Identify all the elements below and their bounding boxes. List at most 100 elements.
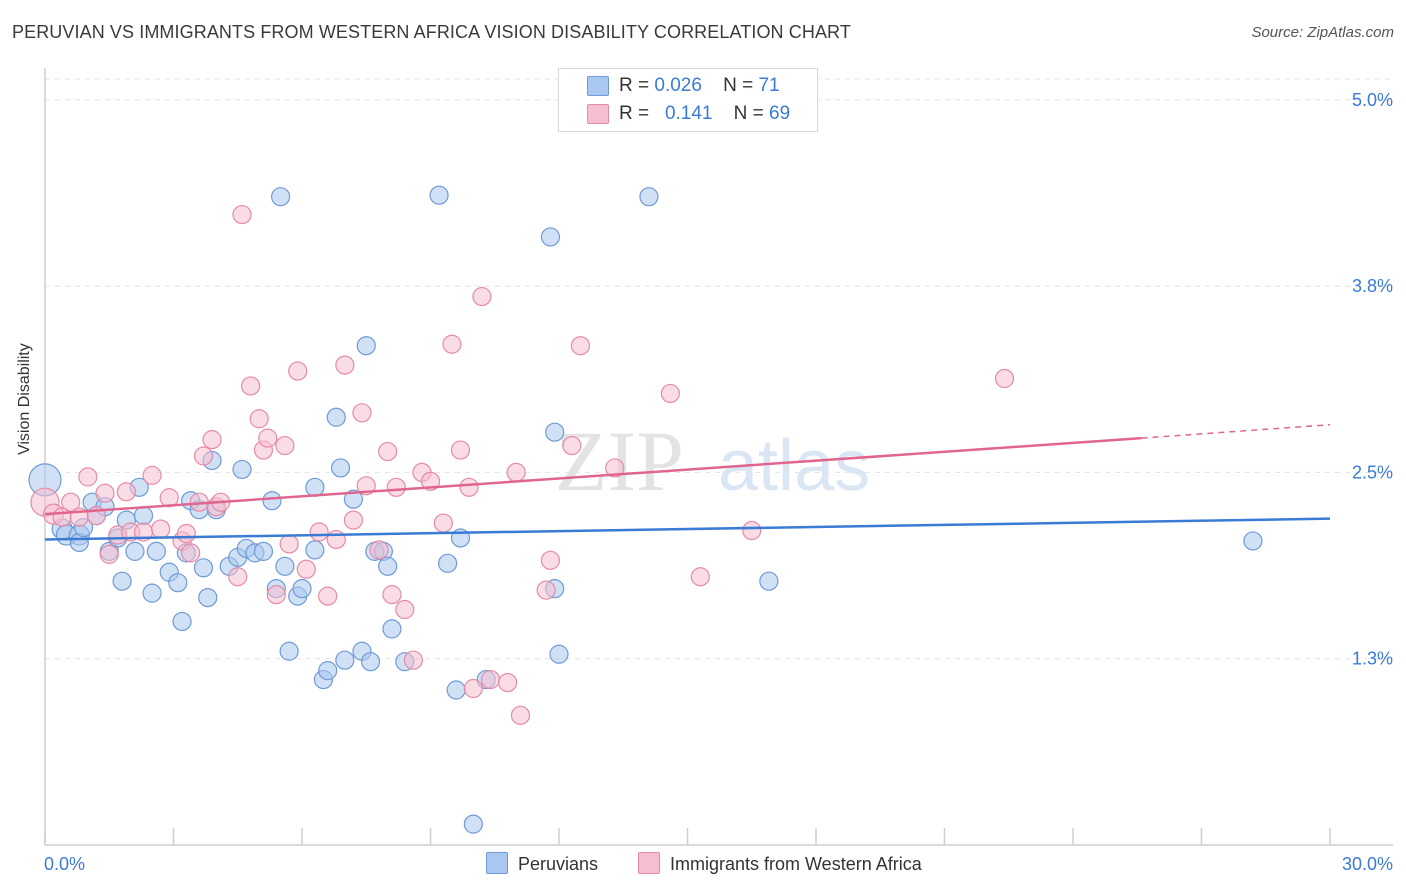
peruvian-point [382,619,402,639]
peruvian-point [270,187,291,207]
peruvian-point [343,489,363,509]
series-western-africa [30,204,1015,725]
peruvian-point [429,185,449,205]
western-africa-point [605,458,625,478]
peruvian-point [232,459,252,480]
western-africa-point [442,334,462,354]
western-africa-point [202,430,222,450]
western-africa-point [275,435,295,456]
peruvian-point [540,227,561,247]
y-tick-label: 3.8% [1352,276,1393,296]
legend-n-value: 71 [758,75,780,96]
y-tick-label: 1.3% [1352,649,1393,669]
western-africa-point [382,585,402,605]
peruvian-point [253,541,274,561]
western-africa-point [258,428,278,448]
western-africa-point [266,585,286,605]
western-africa-point [241,376,261,396]
peruvian-point [318,661,338,681]
western-africa-point [540,550,561,570]
legend-swatch-western-africa [587,104,609,124]
peruvian-point [168,573,188,593]
trend-line-peruvians [44,517,1331,541]
western-africa-point [463,678,483,699]
western-africa-point [142,465,162,485]
western-africa-point [335,355,355,375]
bottom-legend-label: Peruvians [518,854,599,874]
axes [44,68,1393,846]
western-africa-point [288,361,308,381]
western-africa-point [99,544,119,564]
peruvian-point [549,644,569,664]
peruvian-point [125,541,145,561]
peruvian-point [275,556,295,576]
western-africa-point [228,567,248,587]
legend-n-value: 69 [769,103,791,124]
peruvian-point [279,641,299,661]
legend-r-label: R = [619,75,650,96]
western-africa-point [450,440,471,460]
western-africa-point [386,477,406,497]
trend-line-western-africa-extension [1141,423,1331,439]
legend-swatch-peruvians [587,76,609,96]
peruvian-point [172,611,192,632]
western-africa-point [459,477,479,497]
bottom-legend-label: Immigrants from Western Africa [670,854,922,874]
peruvian-point [759,571,779,591]
western-africa-point [232,204,252,225]
bottom-swatch-peruvians [486,852,508,874]
western-africa-point [369,540,389,560]
western-africa-point [326,529,346,550]
western-africa-point [570,336,591,356]
bottom-swatch-western-africa [638,852,660,874]
western-africa-point [181,543,201,563]
peruvian-point [360,652,381,672]
western-africa-point [95,483,115,503]
western-africa-point [472,286,492,307]
western-africa-point [506,462,526,483]
peruvian-point [438,553,458,573]
peruvian-point [326,407,346,427]
peruvian-point [133,506,154,526]
western-africa-point [151,519,171,539]
trend-lines [44,423,1331,541]
western-africa-point [378,441,398,462]
peruvian-point [193,558,214,578]
bottom-legend-peruvians: Peruvians [486,852,598,875]
legend-r-label: R = [619,103,650,124]
western-africa-point [742,520,762,541]
western-africa-point [176,523,196,544]
western-africa-point [536,580,556,600]
y-tick-label: 2.5% [1352,462,1393,482]
legend-r-value: 0.141 [664,103,713,124]
western-africa-point [318,586,338,606]
peruvian-point [639,187,659,207]
western-africa-point [660,383,680,404]
western-africa-point [690,567,710,587]
peruvian-point [112,571,132,591]
western-africa-point [193,446,214,466]
peruvian-point [330,458,351,478]
western-africa-point [279,534,299,554]
stats-legend: R = 0.026 N = 71 R = 0.141 N = 69 [558,68,818,132]
legend-r-value: 0.026 [654,75,702,96]
western-africa-point [433,513,453,533]
western-africa-point [498,672,518,693]
legend-n-label: N = [723,75,754,96]
source-label: Source: ZipAtlas.com [1251,24,1394,41]
legend-n-label: N = [733,103,764,124]
peruvian-point [356,336,376,356]
peruvian-point [335,650,355,670]
gridlines [45,78,1393,660]
tick-labels: 1.3% 2.5% 3.8% 5.0% 0.0% 30.0% [44,90,1393,874]
peruvian-point [305,477,325,497]
western-africa-point [420,471,441,491]
western-africa-point [78,467,98,487]
peruvian-point [378,556,398,576]
western-africa-point [343,510,363,530]
peruvian-point [305,540,325,560]
western-africa-point [352,403,372,423]
bottom-legend-western-africa: Immigrants from Western Africa [638,852,922,875]
western-africa-point [395,599,415,620]
